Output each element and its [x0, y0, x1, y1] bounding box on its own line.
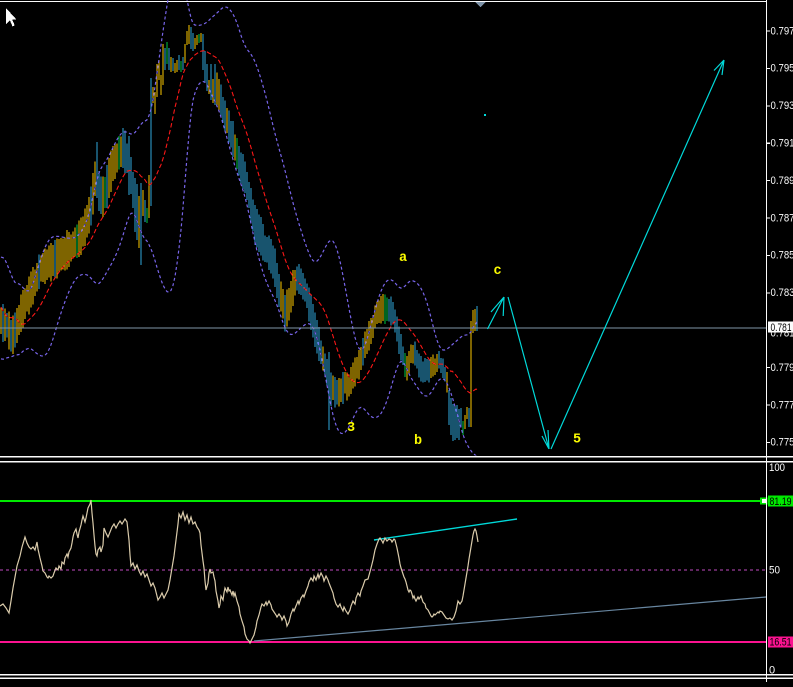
svg-text:0.789: 0.789: [771, 175, 793, 187]
svg-text:0.787: 0.787: [771, 212, 793, 224]
svg-text:0.795: 0.795: [771, 63, 793, 75]
svg-text:0.775: 0.775: [771, 437, 793, 449]
svg-text:81.19: 81.19: [770, 496, 792, 508]
svg-text:b: b: [414, 434, 422, 449]
svg-text:c: c: [493, 264, 501, 279]
svg-text:0: 0: [769, 665, 775, 677]
svg-text:5: 5: [573, 433, 581, 448]
svg-text:0.791: 0.791: [771, 138, 793, 150]
svg-text:50: 50: [769, 565, 780, 577]
svg-text:3: 3: [347, 421, 355, 436]
svg-text:0.779: 0.779: [771, 362, 793, 374]
svg-text:0.777: 0.777: [771, 399, 793, 411]
svg-text:0.793: 0.793: [771, 100, 793, 112]
svg-text:0.781: 0.781: [771, 322, 792, 334]
svg-text:0.785: 0.785: [771, 250, 793, 262]
svg-text:16.51: 16.51: [770, 637, 792, 649]
svg-text:100: 100: [769, 462, 785, 474]
svg-text:0.783: 0.783: [771, 287, 793, 299]
svg-text:0.797: 0.797: [771, 25, 793, 37]
svg-text:a: a: [399, 251, 407, 266]
